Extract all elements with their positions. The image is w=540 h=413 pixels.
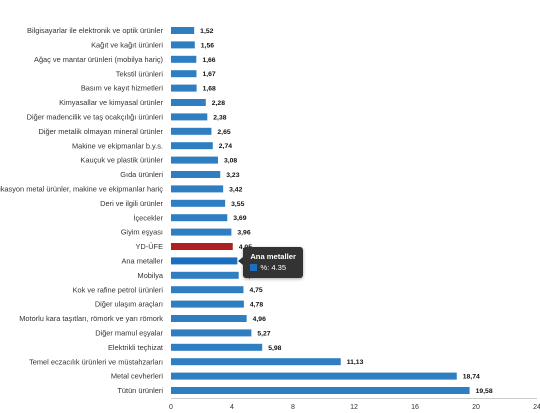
bar-7: [171, 113, 208, 121]
bar-19: [171, 286, 244, 294]
bar-9: [171, 142, 213, 150]
bar-2: [171, 41, 195, 49]
bar-21: [171, 315, 247, 322]
tooltip-series-label: %: [260, 262, 268, 272]
category-label: Temel eczacılık ürünleri ve müstahzarlar…: [29, 357, 163, 366]
value-label: 1,67: [202, 71, 215, 78]
bar-5: [171, 84, 197, 92]
category-label: Deri ve ilgili ürünler: [100, 199, 163, 208]
category-label: Kauçuk ve plastik ürünler: [80, 156, 163, 165]
category-label: Metal cevherleri: [111, 372, 164, 381]
bar-6: [171, 99, 206, 106]
value-label: 3,42: [229, 186, 242, 193]
bar-24: [171, 358, 341, 366]
category-label: Fabrikasyon metal ürünler, makine ve eki…: [0, 185, 163, 194]
tooltip-title: Ana metaller: [250, 251, 296, 261]
value-label: 1,52: [200, 28, 213, 35]
bar-10: [171, 156, 218, 164]
category-label: Diğer madencilik ve taş ocakçılığı ürünl…: [27, 113, 164, 122]
value-label: 3,55: [231, 201, 244, 208]
value-label: 1,66: [202, 57, 215, 64]
category-label: Tekstil ürünleri: [116, 69, 164, 78]
category-label: Elektrikli teçhizat: [108, 343, 163, 352]
value-label: 11,13: [347, 359, 364, 366]
tooltip: Ana metaller % : 4.35: [243, 246, 303, 278]
x-tick-label: 24: [533, 404, 540, 411]
bar-15: [171, 228, 232, 236]
value-label: 5,98: [268, 345, 281, 352]
value-label: 1,56: [201, 42, 214, 49]
category-label: İçecekler: [133, 213, 163, 222]
value-label: 2,38: [213, 114, 226, 121]
category-label: Tütün ürünleri: [117, 386, 163, 395]
tooltip-swatch: [250, 263, 258, 271]
category-label: Ana metaller: [122, 257, 164, 266]
tooltip-arrow: [238, 256, 244, 265]
value-label: 3,96: [237, 230, 250, 237]
value-label: 5,27: [257, 330, 270, 337]
value-label: 2,65: [217, 129, 230, 136]
bar-25: [171, 372, 457, 380]
value-label: 2,28: [212, 100, 225, 107]
category-label: Diğer ulaşım araçları: [95, 300, 163, 309]
value-label: 4,78: [250, 302, 263, 309]
value-label: 19,58: [476, 388, 493, 395]
bar-18: [171, 271, 239, 279]
x-tick-label: 0: [169, 404, 173, 411]
bar-11: [171, 171, 221, 178]
bar-22: [171, 329, 252, 337]
category-label: Kok ve rafine petrol ürünleri: [73, 285, 164, 294]
bar-23: [171, 343, 263, 351]
category-label: Motorlu kara taşıtları, römork ve yarı r…: [19, 314, 163, 323]
category-label: Bilgisayarlar ile elektronik ve optik ür…: [27, 26, 164, 35]
category-label: Ağaç ve mantar ürünleri (mobilya hariç): [34, 55, 163, 64]
x-tick-label: 8: [291, 404, 295, 411]
bar-13: [171, 199, 226, 207]
value-label: 2,74: [219, 143, 232, 150]
value-label: 3,69: [233, 215, 246, 222]
value-label: 1,68: [203, 86, 216, 93]
category-label: Kimyasallar ve kimyasal ürünler: [59, 98, 163, 107]
bar-4: [171, 70, 197, 78]
bar-20: [171, 300, 244, 308]
bar-16: [171, 243, 233, 250]
category-label: Basım ve kayıt hizmetleri: [81, 84, 163, 93]
bar-12: [171, 185, 224, 193]
bar-17: [171, 257, 238, 265]
x-tick-label: 16: [411, 404, 419, 411]
bar-8: [171, 127, 212, 135]
category-label: Kağıt ve kağıt ürünleri: [91, 41, 163, 50]
category-label: Mobilya: [138, 271, 164, 280]
bar-26: [171, 387, 470, 394]
tooltip-value: 4.35: [271, 262, 287, 272]
value-label: 18,74: [463, 374, 480, 381]
bar-1: [171, 27, 195, 34]
value-label: 4,96: [253, 316, 266, 323]
value-label: 4,75: [249, 287, 262, 294]
category-label: Diğer metalik olmayan mineral ürünler: [39, 127, 164, 136]
category-label: Gıda ürünleri: [120, 170, 163, 179]
value-label: 3,08: [224, 158, 237, 165]
x-tick-label: 4: [230, 404, 234, 411]
x-tick-label: 20: [472, 404, 480, 411]
bar-3: [171, 55, 197, 63]
category-label: Diğer mamul eşyalar: [95, 329, 163, 338]
category-label: Giyim eşyası: [121, 228, 163, 237]
category-label: Makine ve ekipmanlar b.y.s.: [72, 141, 163, 150]
category-label: YD-ÜFE: [135, 242, 163, 251]
value-label: 3,23: [226, 172, 239, 179]
x-tick-label: 12: [350, 404, 358, 411]
bar-14: [171, 214, 228, 222]
